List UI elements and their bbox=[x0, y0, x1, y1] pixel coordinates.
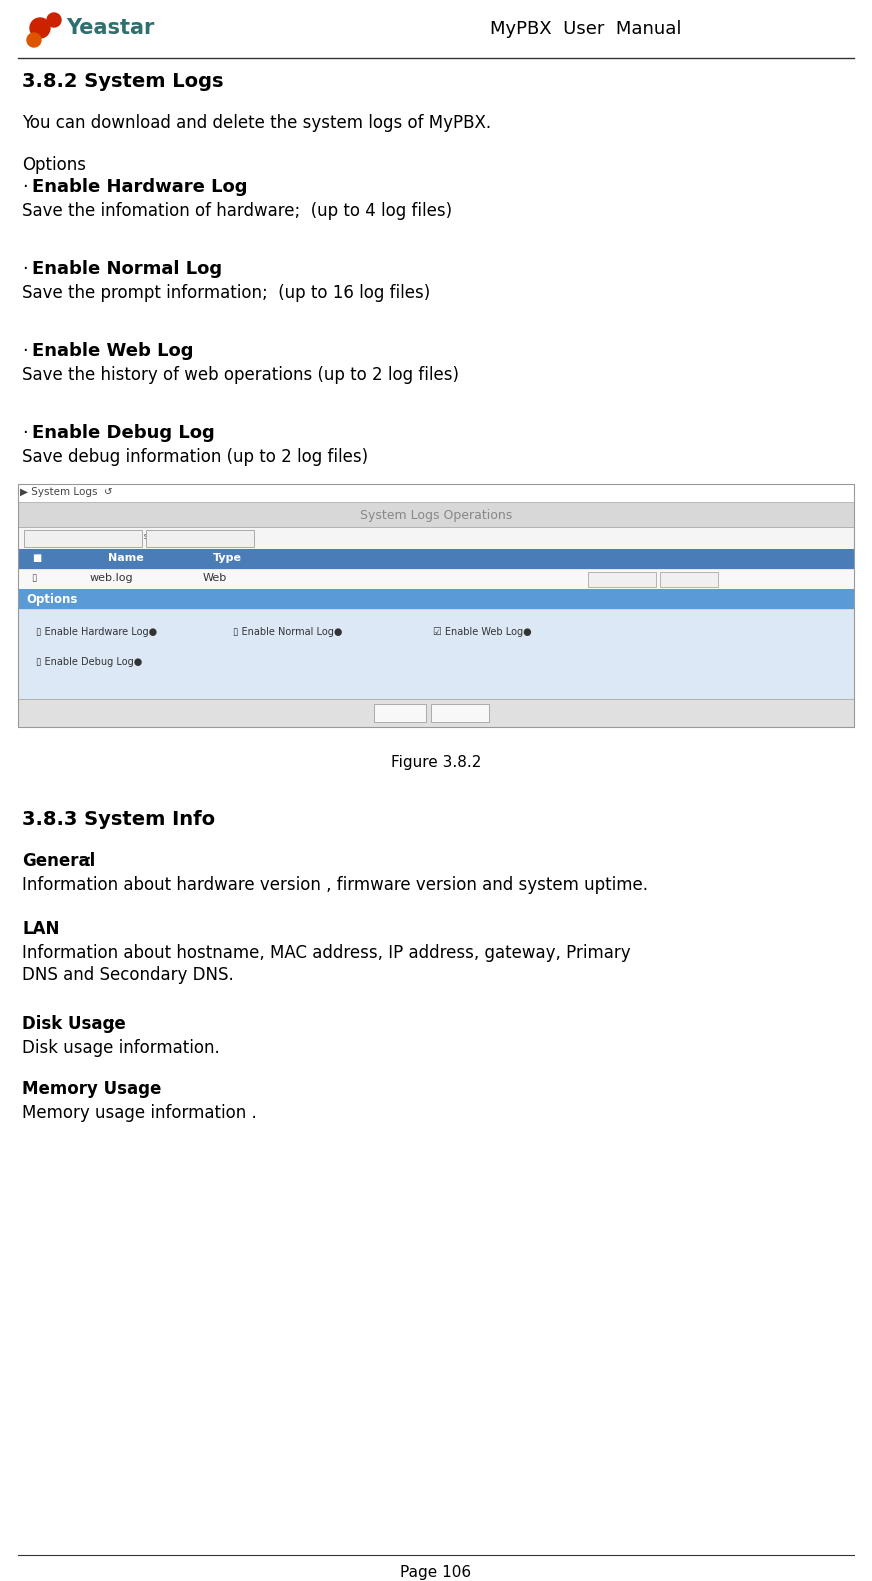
Circle shape bbox=[47, 13, 61, 27]
FancyBboxPatch shape bbox=[18, 590, 854, 609]
Text: Type: Type bbox=[213, 553, 242, 563]
FancyBboxPatch shape bbox=[660, 572, 718, 587]
Text: ·: · bbox=[22, 259, 28, 278]
FancyBboxPatch shape bbox=[18, 699, 854, 727]
FancyBboxPatch shape bbox=[24, 530, 142, 547]
Text: Name: Name bbox=[108, 553, 144, 563]
Text: Disk usage information.: Disk usage information. bbox=[22, 1039, 220, 1058]
Text: ▯: ▯ bbox=[31, 572, 37, 583]
Text: Memory usage information .: Memory usage information . bbox=[22, 1104, 256, 1123]
Text: ↓ Download Selected Logs: ↓ Download Selected Logs bbox=[27, 531, 148, 541]
Text: ▯ Enable Hardware Log●: ▯ Enable Hardware Log● bbox=[36, 628, 157, 637]
Text: General: General bbox=[22, 852, 95, 870]
FancyBboxPatch shape bbox=[374, 704, 426, 723]
Text: Save debug information (up to 2 log files): Save debug information (up to 2 log file… bbox=[22, 447, 368, 466]
Text: Memory Usage: Memory Usage bbox=[22, 1080, 161, 1097]
Text: ▯ Enable Normal Log●: ▯ Enable Normal Log● bbox=[233, 628, 343, 637]
Text: ■: ■ bbox=[32, 553, 41, 563]
Text: ✕ Delete: ✕ Delete bbox=[662, 574, 702, 583]
Text: Options: Options bbox=[22, 157, 86, 174]
Text: ✓ Save: ✓ Save bbox=[378, 707, 415, 718]
Text: Yeastar: Yeastar bbox=[66, 17, 154, 38]
Text: System Logs Operations: System Logs Operations bbox=[360, 509, 512, 522]
Text: :: : bbox=[86, 852, 92, 870]
Text: Enable Hardware Log: Enable Hardware Log bbox=[32, 179, 248, 196]
Text: ✕ Delete Selected Logs: ✕ Delete Selected Logs bbox=[149, 531, 255, 541]
FancyBboxPatch shape bbox=[18, 503, 854, 526]
FancyBboxPatch shape bbox=[431, 704, 489, 723]
Text: ·: · bbox=[22, 341, 28, 360]
Text: ▯ Enable Debug Log●: ▯ Enable Debug Log● bbox=[36, 658, 142, 667]
Text: Save the prompt information;  (up to 16 log files): Save the prompt information; (up to 16 l… bbox=[22, 285, 430, 302]
Text: Save the history of web operations (up to 2 log files): Save the history of web operations (up t… bbox=[22, 365, 459, 384]
FancyBboxPatch shape bbox=[588, 572, 656, 587]
Text: You can download and delete the system logs of MyPBX.: You can download and delete the system l… bbox=[22, 114, 491, 131]
Text: ▶ System Logs  ↺: ▶ System Logs ↺ bbox=[20, 487, 112, 496]
Text: LAN: LAN bbox=[22, 920, 59, 938]
Text: :: : bbox=[132, 1080, 138, 1097]
Text: ✕ Cancel: ✕ Cancel bbox=[435, 707, 482, 718]
Text: Information about hostname, MAC address, IP address, gateway, Primary: Information about hostname, MAC address,… bbox=[22, 944, 630, 961]
FancyBboxPatch shape bbox=[18, 609, 854, 699]
Text: Web: Web bbox=[203, 572, 228, 583]
FancyBboxPatch shape bbox=[18, 569, 854, 590]
Text: Enable Web Log: Enable Web Log bbox=[32, 341, 194, 360]
Text: web.log: web.log bbox=[90, 572, 133, 583]
Text: Save the infomation of hardware;  (up to 4 log files): Save the infomation of hardware; (up to … bbox=[22, 202, 452, 220]
Text: 3.8.2 System Logs: 3.8.2 System Logs bbox=[22, 73, 223, 92]
Text: MyPBX  User  Manual: MyPBX User Manual bbox=[490, 21, 682, 38]
Text: Information about hardware version , firmware version and system uptime.: Information about hardware version , fir… bbox=[22, 876, 648, 893]
Text: ↓ Download: ↓ Download bbox=[590, 574, 645, 583]
Text: Enable Debug Log: Enable Debug Log bbox=[32, 424, 215, 443]
Text: Enable Normal Log: Enable Normal Log bbox=[32, 259, 222, 278]
Text: ·: · bbox=[22, 179, 28, 196]
Circle shape bbox=[30, 17, 50, 38]
FancyBboxPatch shape bbox=[18, 549, 854, 569]
Text: 3.8.3 System Info: 3.8.3 System Info bbox=[22, 809, 215, 828]
Text: :: : bbox=[110, 1015, 116, 1032]
Text: Options: Options bbox=[26, 593, 78, 606]
Text: Disk Usage: Disk Usage bbox=[22, 1015, 126, 1032]
Text: Figure 3.8.2: Figure 3.8.2 bbox=[391, 756, 481, 770]
Text: ☑ Enable Web Log●: ☑ Enable Web Log● bbox=[433, 628, 532, 637]
Text: Page 106: Page 106 bbox=[400, 1565, 472, 1579]
FancyBboxPatch shape bbox=[146, 530, 254, 547]
FancyBboxPatch shape bbox=[18, 526, 854, 549]
Circle shape bbox=[27, 33, 41, 47]
Text: :: : bbox=[54, 920, 60, 938]
Text: ·: · bbox=[22, 424, 28, 443]
Text: DNS and Secondary DNS.: DNS and Secondary DNS. bbox=[22, 966, 234, 983]
